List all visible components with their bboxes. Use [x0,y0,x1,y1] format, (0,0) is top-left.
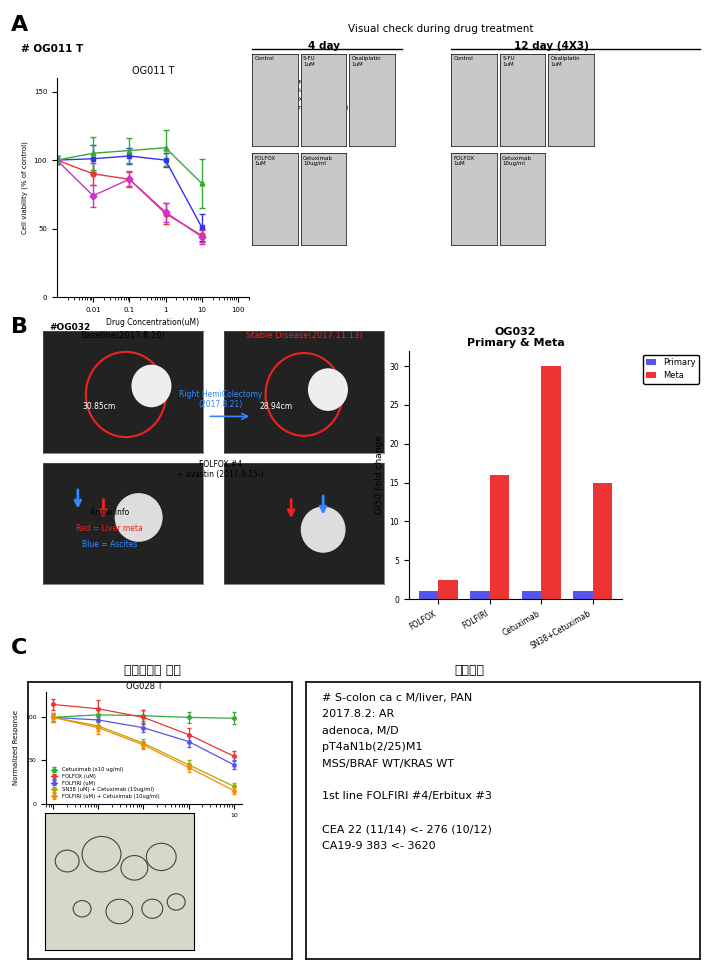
X-axis label: Drug Concentration(uM): Drug Concentration(uM) [107,318,199,327]
Ellipse shape [301,506,346,552]
Text: Oxaliplatin
1uM: Oxaliplatin 1uM [550,56,580,67]
Ellipse shape [132,364,171,407]
Text: A: A [11,15,28,35]
Text: FOLFOX
1uM: FOLFOX 1uM [255,156,276,167]
Bar [573,591,593,599]
Y-axis label: Cell viability (% of control): Cell viability (% of control) [21,141,28,234]
Ellipse shape [114,493,163,542]
Text: 임상결과: 임상결과 [454,664,484,677]
Title: OG028 T: OG028 T [126,682,162,691]
Text: # S-colon ca c M/liver, PAN
2017.8.2: AR
adenoca, M/D
pT4aN1b(2/25)M1
MSS/BRAF W: # S-colon ca c M/liver, PAN 2017.8.2: AR… [321,693,491,850]
Text: Blue = Ascites: Blue = Ascites [82,540,137,548]
Text: Control: Control [255,56,274,61]
Text: C: C [11,638,27,658]
Bar [438,580,458,599]
Bar [419,591,438,599]
Legend: Primary, Meta: Primary, Meta [643,355,699,384]
Bar [490,474,509,599]
Text: 4 day: 4 day [307,41,340,51]
Text: Right HemiColectomy
(2017.8.21): Right HemiColectomy (2017.8.21) [178,390,262,409]
Text: 오가노이드 결과: 오가노이드 결과 [124,664,181,677]
Text: Stable Disease(2017.11.13): Stable Disease(2017.11.13) [246,331,362,340]
Text: Baseline(2017.8.10): Baseline(2017.8.10) [80,331,165,340]
Legend: 5-FU(uM), Oxaliplatin(uM), FOLFOX(uM), Cetuximab(x10 ug/ml): 5-FU(uM), Oxaliplatin(uM), FOLFOX(uM), C… [262,77,351,113]
Bar [470,591,490,599]
Text: FOLFOX #4
+ avastin (2017.9.15-): FOLFOX #4 + avastin (2017.9.15-) [177,460,264,479]
Text: 5-FU
1uM: 5-FU 1uM [303,56,316,67]
Text: 28.94cm: 28.94cm [259,402,292,411]
Bar [541,366,561,599]
Text: # OG011 T: # OG011 T [21,44,84,54]
Text: Visual check during drug treatment: Visual check during drug treatment [348,24,533,34]
Text: 5-FU
1uM: 5-FU 1uM [502,56,515,67]
Text: Arrow Info: Arrow Info [90,508,129,517]
Y-axis label: Normalized Response: Normalized Response [14,710,19,785]
Text: Control: Control [454,56,474,61]
Text: Red = Liver meta: Red = Liver meta [77,524,143,533]
Legend: Cetuximab (x10 ug/ml), FOLFOX (uM), FOLFIRI (uM), SN38 (uM) + Cetuximab (10ug/ml: Cetuximab (x10 ug/ml), FOLFOX (uM), FOLF… [49,766,161,801]
Text: #OG032: #OG032 [50,323,91,332]
Title: OG032
Primary & Meta: OG032 Primary & Meta [466,327,565,349]
Ellipse shape [308,368,348,411]
Text: Oxaliplatin
1uM: Oxaliplatin 1uM [351,56,381,67]
Bar [522,591,541,599]
Text: Cetuximab
10ug/ml: Cetuximab 10ug/ml [502,156,532,167]
Y-axis label: GI50 Fold change: GI50 Fold change [375,435,384,514]
Text: B: B [11,317,28,337]
Text: 30.85cm: 30.85cm [82,402,116,411]
Bar [593,482,612,599]
Title: OG011 T: OG011 T [132,66,174,76]
Text: 12 day (4X3): 12 day (4X3) [513,41,589,51]
Text: FOLFOX
1uM: FOLFOX 1uM [454,156,475,167]
X-axis label: Drug Concentration: Drug Concentration [109,824,178,830]
Text: Cetuximab
10ug/ml: Cetuximab 10ug/ml [303,156,333,167]
